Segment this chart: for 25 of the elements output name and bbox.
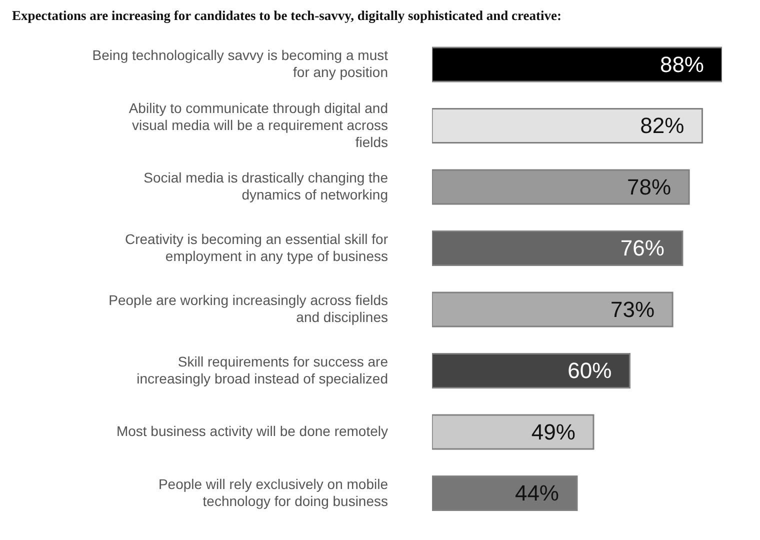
y-tick-label: Creativity is becoming an essential skill for employment in any type of business (125, 230, 388, 264)
y-tick-label: People will rely exclusively on mobile technology for doing business (158, 476, 388, 509)
data-label: 78% (627, 174, 672, 200)
data-label: 82% (640, 113, 684, 138)
data-label: 73% (610, 296, 655, 322)
bar (432, 169, 690, 205)
bar (432, 46, 722, 82)
y-tick-label: Ability to communicate through digital and visual media will be a requirement across fields (128, 100, 388, 150)
text: Expectations are increasing for candidates to be tech-savvy, digitally sophisticated and creative: (12, 8, 562, 24)
data-label: 60% (568, 358, 612, 384)
data-label: 44% (514, 480, 559, 506)
bar (432, 414, 594, 450)
y-tick-label: Most business activity will be done remotely (116, 422, 388, 439)
bar (432, 230, 684, 266)
bar (432, 352, 630, 388)
data-label: 49% (531, 419, 576, 444)
y-tick-label: People are working increasingly across fields and disciplines (108, 292, 388, 325)
bar (432, 475, 578, 511)
data-label: 76% (620, 236, 664, 261)
y-tick-label: Social media is drastically changing the dynamics of networking (144, 169, 388, 202)
y-tick-label: Skill requirements for success are increasingly broad instead of specialized (136, 353, 388, 386)
bar (432, 292, 674, 328)
bar (432, 108, 703, 144)
y-tick-label: Being technologically savvy is becoming a must for any position (92, 46, 388, 80)
data-label: 88% (660, 52, 704, 77)
